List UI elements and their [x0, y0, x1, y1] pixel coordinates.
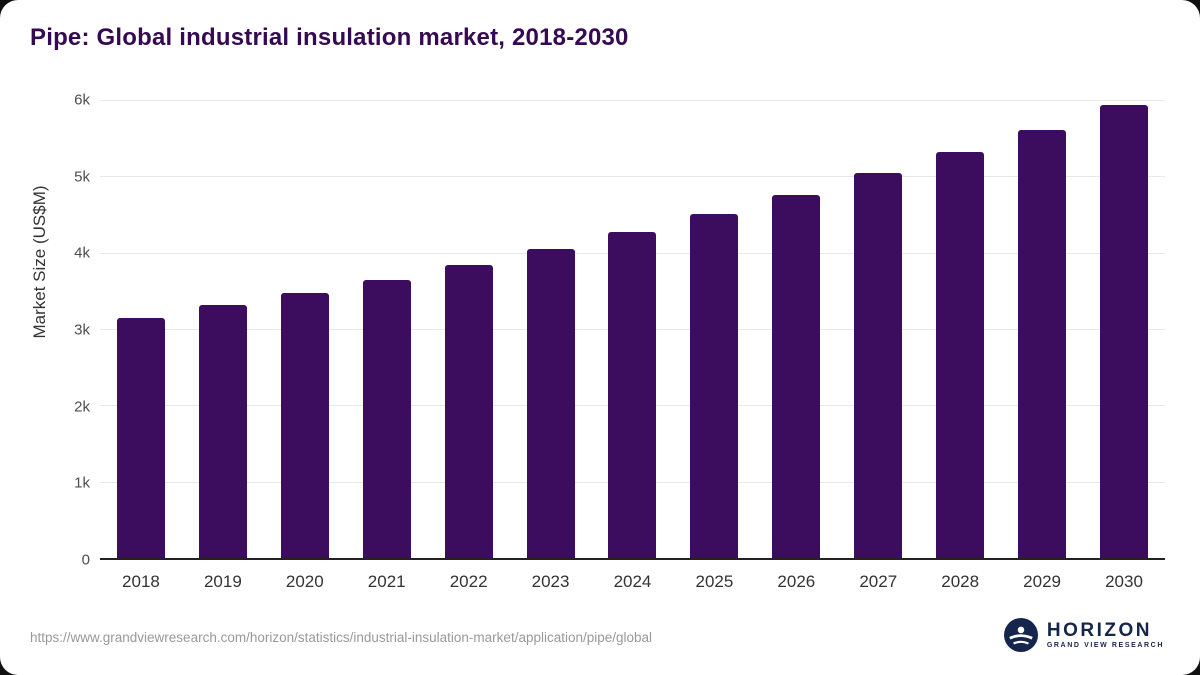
bar-2027[interactable] — [854, 173, 903, 558]
y-tick-label: 2k — [74, 398, 90, 416]
bar-2024[interactable] — [608, 232, 657, 558]
x-tick-label: 2025 — [695, 572, 734, 591]
x-tick-label: 2030 — [1105, 572, 1143, 591]
bar-2026[interactable] — [772, 194, 821, 558]
x-tick-label: 2020 — [285, 572, 324, 591]
x-tick-label: 2023 — [531, 572, 570, 591]
logo-title: HORIZON — [1046, 619, 1152, 641]
bar-2020[interactable] — [280, 293, 329, 558]
horizon-logo[interactable]: HORIZON GRAND VIEW RESEARCH — [1003, 618, 1164, 652]
logo-text: HORIZON GRAND VIEW RESEARCH — [1046, 619, 1164, 650]
x-tick-label: 2024 — [613, 572, 652, 591]
y-tick-label: 1k — [74, 474, 90, 492]
chart-title: Pipe: Global industrial insulation marke… — [30, 24, 629, 51]
bar-2022[interactable] — [444, 264, 493, 558]
x-tick-label: 2022 — [449, 572, 488, 591]
x-axis-tick-labels: 2018 2019 2020 2021 2022 2023 2024 2025 2026 2027… — [100, 572, 1165, 592]
x-tick-label: 2021 — [367, 572, 406, 591]
source-url: https://www.grandviewresearch.com/horizo… — [30, 630, 653, 645]
bar-series — [100, 100, 1165, 558]
y-tick-label: 5k — [74, 168, 90, 186]
y-tick-label: 6k — [74, 91, 90, 109]
gridline — [100, 176, 1165, 178]
logo-subtitle: GRAND VIEW RESEARCH — [1046, 642, 1164, 650]
plot-area — [100, 100, 1165, 560]
x-tick-label: 2026 — [777, 572, 816, 591]
bar-2018[interactable] — [116, 317, 165, 558]
bar-2021[interactable] — [362, 280, 411, 558]
bar-2028[interactable] — [936, 151, 985, 558]
bar-2019[interactable] — [198, 304, 247, 558]
bar-2025[interactable] — [690, 213, 739, 558]
x-tick-label: 2019 — [203, 572, 242, 591]
bar-2023[interactable] — [526, 248, 575, 558]
y-tick-label: 3k — [74, 321, 90, 339]
horizon-logo-icon — [1003, 618, 1038, 652]
x-tick-label: 2018 — [122, 572, 160, 591]
bar-2030[interactable] — [1100, 105, 1149, 558]
y-axis-tick-labels: 0 1k 2k 3k 4k 5k 6k — [0, 92, 90, 569]
y-tick-label: 0 — [81, 551, 90, 569]
y-tick-label: 4k — [74, 244, 90, 262]
x-tick-label: 2029 — [1023, 572, 1061, 591]
x-tick-label: 2027 — [859, 572, 898, 591]
bar-2029[interactable] — [1018, 129, 1067, 558]
gridline — [100, 100, 1165, 101]
x-tick-label: 2028 — [941, 572, 980, 591]
